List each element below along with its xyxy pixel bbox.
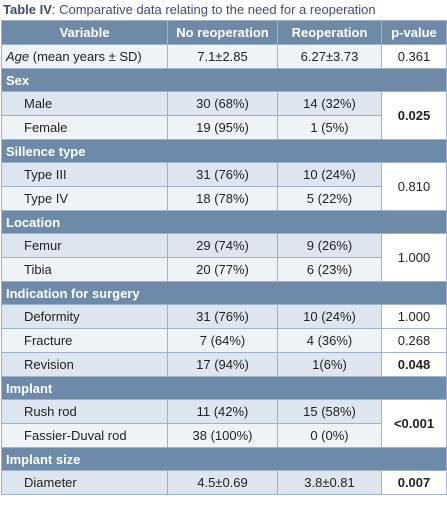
section-sillence-type: Sillence type — [1, 139, 447, 163]
table-row: Fracture 7 (64%) 4 (36%) 0.268 — [1, 328, 447, 353]
cell-p: 1.000 — [381, 233, 447, 282]
table-row: Femur 29 (74%) 9 (26%) 1.000 — [1, 233, 447, 282]
cell-no: 4.5±0.69 — [167, 470, 278, 495]
caption-text: : Comparative data relating to the need … — [51, 2, 376, 17]
row-label: Type III — [1, 162, 168, 187]
caption-label: Table IV — [3, 2, 52, 17]
col-header-no-reoperation: No reoperation — [167, 20, 278, 45]
cell-re: 4 (36%) — [277, 328, 382, 353]
section-implant: Implant — [1, 376, 447, 400]
table-row: Diameter 4.5±0.69 3.8±0.81 0.007 — [1, 470, 447, 495]
cell-no: 31 (76%) — [167, 162, 278, 187]
cell-no: 18 (78%) — [167, 186, 278, 211]
age-p: 0.361 — [381, 44, 447, 69]
table-row: Tibia 20 (77%) 6 (23%) — [1, 257, 447, 282]
cell-re: 15 (58%) — [277, 399, 382, 424]
cell-re: 1 (5%) — [277, 115, 382, 140]
table-row: Type III 31 (76%) 10 (24%) 0.810 — [1, 162, 447, 211]
col-header-p-value: p-value — [381, 20, 447, 45]
cell-no: 7 (64%) — [167, 328, 278, 353]
age-no: 7.1±2.85 — [167, 44, 278, 69]
cell-no: 20 (77%) — [167, 257, 278, 282]
section-indication: Indication for surgery — [1, 281, 447, 305]
cell-p: 0.007 — [381, 470, 447, 495]
row-label: Male — [1, 91, 168, 116]
row-label: Fassier-Duval rod — [1, 423, 168, 448]
table-row: Fassier-Duval rod 38 (100%) 0 (0%) — [1, 423, 447, 448]
row-label: Rush rod — [1, 399, 168, 424]
cell-re: 5 (22%) — [277, 186, 382, 211]
cell-p: 0.048 — [381, 352, 447, 377]
table-row: Female 19 (95%) 1 (5%) — [1, 115, 447, 140]
cell-re: 0 (0%) — [277, 423, 382, 448]
section-title: Implant — [1, 376, 447, 400]
table-row: Type IV 18 (78%) 5 (22%) — [1, 186, 447, 211]
cell-re: 14 (32%) — [277, 91, 382, 116]
table-row: Male 30 (68%) 14 (32%) 0.025 — [1, 91, 447, 140]
table-row: Deformity 31 (76%) 10 (24%) 1.000 — [1, 304, 447, 329]
cell-no: 31 (76%) — [167, 304, 278, 329]
row-label: Female — [1, 115, 168, 140]
comparison-table: Variable No reoperation Reoperation p-va… — [1, 20, 447, 495]
header-row: Variable No reoperation Reoperation p-va… — [1, 20, 447, 45]
table-row: Age (mean years ± SD) 7.1±2.85 6.27±3.73… — [1, 44, 447, 69]
cell-no: 38 (100%) — [167, 423, 278, 448]
cell-re: 6 (23%) — [277, 257, 382, 282]
col-header-reoperation: Reoperation — [277, 20, 382, 45]
cell-no: 29 (74%) — [167, 233, 278, 258]
section-title: Implant size — [1, 447, 447, 471]
cell-p: 0.810 — [381, 162, 447, 211]
row-label: Femur — [1, 233, 168, 258]
cell-p: 1.000 — [381, 304, 447, 329]
row-label: Type IV — [1, 186, 168, 211]
cell-re: 10 (24%) — [277, 162, 382, 187]
cell-re: 9 (26%) — [277, 233, 382, 258]
col-header-variable: Variable — [1, 20, 168, 45]
row-label: Diameter — [1, 470, 168, 495]
age-label: Age (mean years ± SD) — [1, 44, 168, 69]
cell-re: 10 (24%) — [277, 304, 382, 329]
age-label-rest: (mean years ± SD) — [29, 49, 142, 64]
section-title: Indication for surgery — [1, 281, 447, 305]
section-title: Sillence type — [1, 139, 447, 163]
cell-no: 11 (42%) — [167, 399, 278, 424]
cell-p: 0.025 — [381, 91, 447, 140]
section-title: Location — [1, 210, 447, 234]
row-label: Tibia — [1, 257, 168, 282]
cell-p: 0.268 — [381, 328, 447, 353]
cell-p: <0.001 — [381, 399, 447, 448]
section-title: Sex — [1, 68, 447, 92]
row-label: Deformity — [1, 304, 168, 329]
age-re: 6.27±3.73 — [277, 44, 382, 69]
cell-re: 3.8±0.81 — [277, 470, 382, 495]
cell-no: 30 (68%) — [167, 91, 278, 116]
cell-no: 17 (94%) — [167, 352, 278, 377]
table-row: Rush rod 11 (42%) 15 (58%) <0.001 — [1, 399, 447, 448]
table-caption: Table IV: Comparative data relating to t… — [0, 0, 447, 20]
cell-no: 19 (95%) — [167, 115, 278, 140]
table-row: Revision 17 (94%) 1(6%) 0.048 — [1, 352, 447, 377]
section-location: Location — [1, 210, 447, 234]
section-implant-size: Implant size — [1, 447, 447, 471]
cell-re: 1(6%) — [277, 352, 382, 377]
age-label-italic: Age — [6, 49, 30, 64]
section-sex: Sex — [1, 68, 447, 92]
row-label: Revision — [1, 352, 168, 377]
row-label: Fracture — [1, 328, 168, 353]
